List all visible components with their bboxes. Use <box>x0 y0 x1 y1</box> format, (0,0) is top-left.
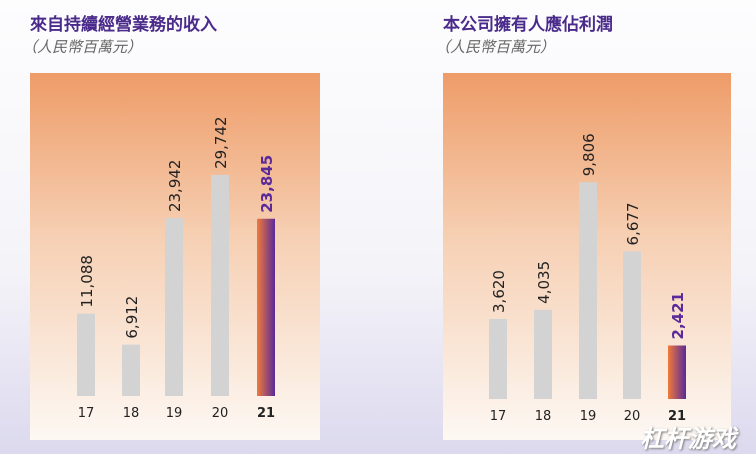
bar-17 <box>489 318 507 399</box>
x-tick-19: 19 <box>166 406 183 421</box>
watermark: 杠杆游戏 <box>640 425 736 453</box>
left-chart-title: 來自持續經營業務的收入 <box>30 15 217 35</box>
left-chart-subtitle: （人民幣百萬元） <box>22 38 143 56</box>
right-chart-title: 本公司擁有人應佔利潤 <box>443 15 613 35</box>
x-tick-17: 17 <box>490 409 507 424</box>
value-label-19: 23,942 <box>166 160 184 213</box>
value-label-20: 6,677 <box>624 202 642 245</box>
value-label-18: 6,912 <box>123 296 141 339</box>
bar-18 <box>534 309 552 399</box>
x-tick-17: 17 <box>78 406 95 421</box>
bar-21 <box>668 345 686 399</box>
value-label-19: 9,806 <box>580 133 598 176</box>
bar-20 <box>211 174 229 396</box>
x-tick-18: 18 <box>535 409 552 424</box>
value-label-21: 23,845 <box>258 155 276 213</box>
bar-20 <box>623 251 641 399</box>
value-label-17: 3,620 <box>490 270 508 313</box>
x-tick-20: 20 <box>212 406 229 421</box>
x-tick-19: 19 <box>580 409 597 424</box>
right-chart-subtitle: （人民幣百萬元） <box>435 38 556 56</box>
value-label-20: 29,742 <box>212 116 230 169</box>
x-tick-21: 21 <box>257 406 275 421</box>
x-tick-20: 20 <box>624 409 641 424</box>
bar-18 <box>122 344 140 396</box>
value-label-21: 2,421 <box>669 292 687 339</box>
x-tick-18: 18 <box>123 406 140 421</box>
x-tick-21: 21 <box>668 409 686 424</box>
bar-21 <box>257 218 275 396</box>
bar-19 <box>165 218 183 396</box>
value-label-17: 11,088 <box>78 255 96 308</box>
bar-19 <box>579 182 597 399</box>
value-label-18: 4,035 <box>535 261 553 304</box>
bar-17 <box>77 313 95 396</box>
